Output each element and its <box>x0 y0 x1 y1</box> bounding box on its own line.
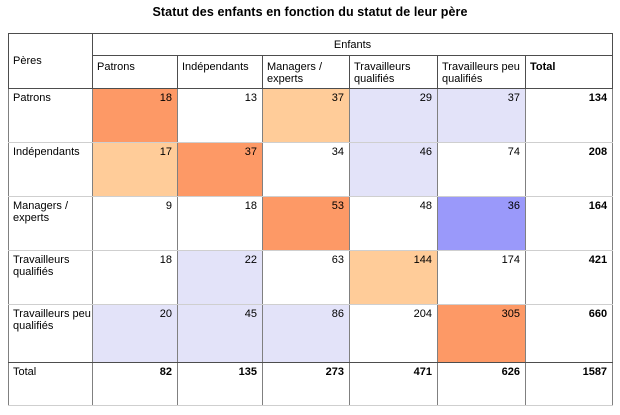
data-cell: 174 <box>437 250 526 305</box>
table-row: Managers / experts 9 18 53 48 36 164 <box>8 196 614 251</box>
data-cell: 22 <box>177 250 263 305</box>
data-cell: 273 <box>262 362 350 406</box>
data-cell: 74 <box>437 142 526 197</box>
data-cell: 20 <box>92 304 178 363</box>
row-header: Managers / experts <box>8 196 93 251</box>
data-cell: 626 <box>437 362 526 406</box>
data-cell: 53 <box>262 196 350 251</box>
data-cell: 18 <box>92 88 178 143</box>
data-cell: 144 <box>349 250 438 305</box>
data-cell: 204 <box>349 304 438 363</box>
data-cell: 37 <box>437 88 526 143</box>
data-cell: 421 <box>524 250 614 305</box>
data-cell: 36 <box>437 196 526 251</box>
column-header: Indépendants <box>177 55 263 89</box>
data-cell: 17 <box>92 142 178 197</box>
data-cell: 18 <box>177 196 263 251</box>
data-cell: 305 <box>437 304 526 363</box>
data-cell: 135 <box>177 362 263 406</box>
table-row: Patrons 18 13 37 29 37 134 <box>8 88 614 143</box>
table-row: Indépendants 17 37 34 46 74 208 <box>8 142 614 197</box>
column-header: Travailleurs qualifiés <box>349 55 438 89</box>
data-cell: 471 <box>349 362 438 406</box>
data-cell: 18 <box>92 250 178 305</box>
data-cell: 660 <box>524 304 614 363</box>
data-cell: 48 <box>349 196 438 251</box>
row-header: Travailleurs peu qualifiés <box>8 304 93 363</box>
data-cell: 134 <box>524 88 614 143</box>
data-cell: 29 <box>349 88 438 143</box>
data-cell: 37 <box>262 88 350 143</box>
data-cell: 86 <box>262 304 350 363</box>
data-cell: 82 <box>92 362 178 406</box>
column-axis-label: Enfants <box>91 33 614 56</box>
table-body: Patrons 18 13 37 29 37 134 Indépendants 17 37 34 46… <box>8 88 614 406</box>
data-cell: 63 <box>262 250 350 305</box>
data-cell: 45 <box>177 304 263 363</box>
data-cell: 37 <box>177 142 263 197</box>
row-header: Total <box>8 362 93 406</box>
page-title: Statut des enfants en fonction du statut… <box>152 5 468 19</box>
group-header-row: Pères Enfants <box>8 33 614 89</box>
data-cell: 13 <box>177 88 263 143</box>
data-cell: 164 <box>524 196 614 251</box>
table-row: Travailleurs peu qualifiés 20 45 86 204 305 66… <box>8 304 614 363</box>
column-header: Managers / experts <box>262 55 350 89</box>
data-cell: 208 <box>524 142 614 197</box>
table-row: Travailleurs qualifiés 18 22 63 144 174 421 <box>8 250 614 305</box>
data-cell: 1587 <box>524 362 614 406</box>
row-header: Indépendants <box>8 142 93 197</box>
table-row: Total 82 135 273 471 626 1587 <box>8 362 614 406</box>
row-header: Patrons <box>8 88 93 143</box>
data-cell: 34 <box>262 142 350 197</box>
column-header: Total <box>524 55 614 89</box>
data-cell: 46 <box>349 142 438 197</box>
column-header: Travailleurs peu qualifiés <box>437 55 526 89</box>
row-axis-label: Pères <box>8 33 93 89</box>
data-cell: 9 <box>92 196 178 251</box>
row-header: Travailleurs qualifiés <box>8 250 93 305</box>
column-header-row: Patrons Indépendants Managers / experts Tra… <box>9 55 614 89</box>
column-header: Patrons <box>92 55 178 89</box>
contingency-table: Pères Enfants Patrons Indépendants Manager… <box>8 33 614 406</box>
